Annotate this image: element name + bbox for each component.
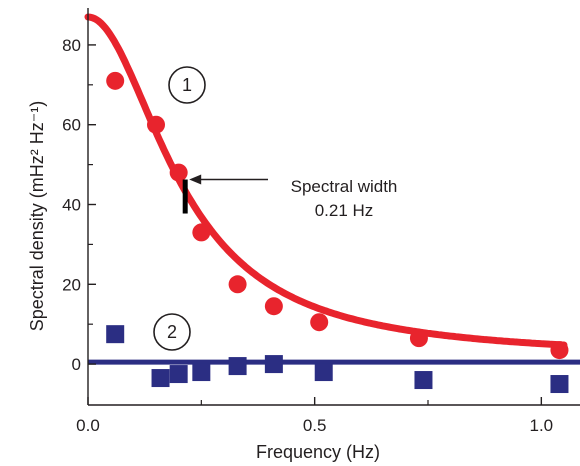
y-tick-label-4: 80 (62, 36, 81, 55)
data-point-series-2-5 (264, 355, 283, 374)
series-2-marker-label: 2 (167, 322, 177, 342)
x-tick-label-1: 0.5 (303, 416, 327, 435)
data-point-series-2-1 (151, 369, 170, 388)
series-1-marker-label: 1 (182, 75, 192, 95)
x-tick-label-2: 1.0 (530, 416, 554, 435)
axes (87, 8, 580, 406)
spectral-width-text-1: 0.21 Hz (315, 201, 374, 220)
series-1-marker-circle (168, 66, 206, 104)
data-markers (106, 71, 569, 394)
data-point-series-1-0 (106, 71, 125, 90)
data-point-series-2-4 (228, 357, 247, 376)
data-point-series-2-3 (192, 363, 211, 382)
data-point-series-1-7 (409, 329, 428, 348)
y-tick-label-2: 40 (62, 196, 81, 215)
data-point-series-2-7 (414, 371, 433, 390)
data-point-series-1-8 (550, 341, 569, 360)
data-point-series-1-2 (169, 163, 188, 182)
y-axis-label: Spectral density (mHz² Hz⁻¹) (27, 101, 47, 332)
data-point-series-2-2 (169, 365, 188, 384)
annotations: 1 2 Spectral width 0.21 Hz (153, 66, 398, 351)
data-point-series-2-0 (106, 325, 125, 344)
data-point-series-1-3 (192, 223, 211, 242)
data-point-series-2-6 (314, 363, 333, 382)
fit-curve-series-1 (84, 13, 568, 349)
data-point-series-1-4 (228, 275, 247, 294)
tick-labels: 0.0 0.5 1.0 0 20 40 60 80 (62, 36, 553, 435)
spectral-width-arrowhead (189, 174, 202, 185)
data-point-series-2-8 (550, 375, 569, 394)
spectral-width-text-0: Spectral width (291, 177, 398, 196)
data-point-series-1-6 (310, 313, 329, 332)
x-axis-label: Frequency (Hz) (256, 442, 380, 462)
x-tick-label-0: 0.0 (76, 416, 100, 435)
y-tick-label-3: 60 (62, 116, 81, 135)
series-2-marker-circle (153, 313, 191, 351)
y-tick-label-0: 0 (72, 355, 81, 374)
data-point-series-1-1 (147, 115, 165, 134)
y-tick-label-1: 20 (62, 275, 81, 294)
fit-curves (84, 13, 580, 365)
data-point-series-1-5 (264, 297, 283, 316)
